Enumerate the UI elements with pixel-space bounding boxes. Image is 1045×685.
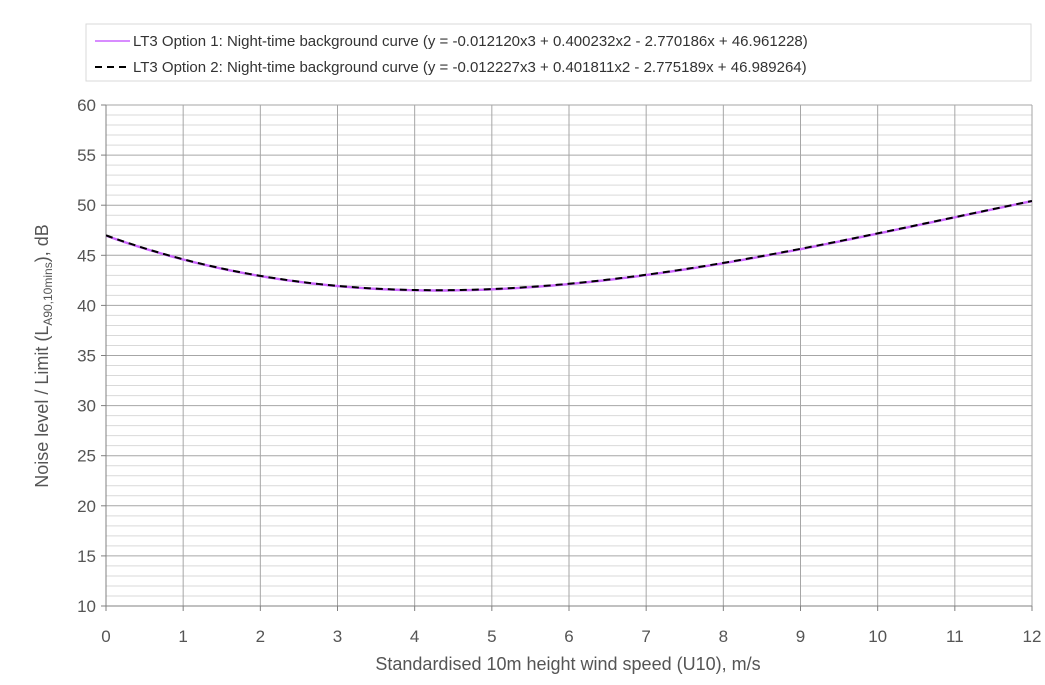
y-axis-title-subscript: A90,10mins bbox=[41, 262, 55, 325]
x-tick-label: 9 bbox=[796, 627, 805, 646]
y-tick-label: 60 bbox=[77, 96, 96, 115]
y-axis-title: Noise level / Limit (LA90,10mins), dB bbox=[32, 224, 55, 487]
x-tick-label: 2 bbox=[256, 627, 265, 646]
legend: LT3 Option 1: Night-time background curv… bbox=[85, 23, 1032, 82]
x-tick-label: 12 bbox=[1023, 627, 1042, 646]
x-tick-label: 0 bbox=[101, 627, 110, 646]
series-line-option-2 bbox=[106, 200, 1032, 292]
y-tick-label: 50 bbox=[77, 196, 96, 215]
series-layer bbox=[106, 199, 1032, 292]
x-axis-title: Standardised 10m height wind speed (U10)… bbox=[375, 654, 760, 674]
y-tick-label: 55 bbox=[77, 146, 96, 165]
y-tick-label: 40 bbox=[77, 296, 96, 315]
axes bbox=[101, 104, 1033, 611]
x-tick-label: 10 bbox=[868, 627, 887, 646]
x-tick-label: 8 bbox=[719, 627, 728, 646]
legend-box bbox=[85, 23, 1032, 82]
y-tick-label: 30 bbox=[77, 397, 96, 416]
x-tick-labels: 0 1 2 3 4 5 6 7 8 9 10 11 12 bbox=[101, 627, 1041, 646]
major-gridlines bbox=[105, 104, 1033, 607]
y-tick-label: 15 bbox=[77, 547, 96, 566]
y-tick-label: 25 bbox=[77, 447, 96, 466]
x-tick-label: 11 bbox=[946, 627, 964, 646]
y-axis-title-prefix: Noise level / Limit (L bbox=[32, 326, 52, 488]
y-tick-label: 20 bbox=[77, 497, 96, 516]
legend-label-option-2: LT3 Option 2: Night-time background curv… bbox=[133, 59, 807, 76]
y-tick-label: 45 bbox=[77, 246, 96, 265]
x-tick-label: 5 bbox=[487, 627, 496, 646]
legend-label-option-1: LT3 Option 1: Night-time background curv… bbox=[133, 33, 808, 50]
y-tick-labels: 10 15 20 25 30 35 40 45 50 55 60 bbox=[77, 96, 96, 616]
x-tick-label: 3 bbox=[333, 627, 342, 646]
y-tick-label: 10 bbox=[77, 597, 96, 616]
y-axis-title-suffix: ), dB bbox=[32, 224, 52, 262]
x-tick-label: 7 bbox=[641, 627, 650, 646]
x-tick-label: 4 bbox=[410, 627, 419, 646]
x-tick-label: 6 bbox=[564, 627, 573, 646]
x-tick-label: 1 bbox=[178, 627, 187, 646]
y-tick-label: 35 bbox=[77, 347, 96, 366]
